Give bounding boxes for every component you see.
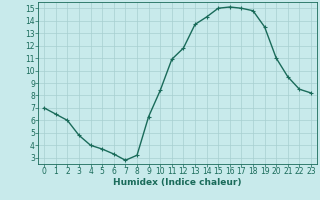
X-axis label: Humidex (Indice chaleur): Humidex (Indice chaleur) [113, 178, 242, 187]
